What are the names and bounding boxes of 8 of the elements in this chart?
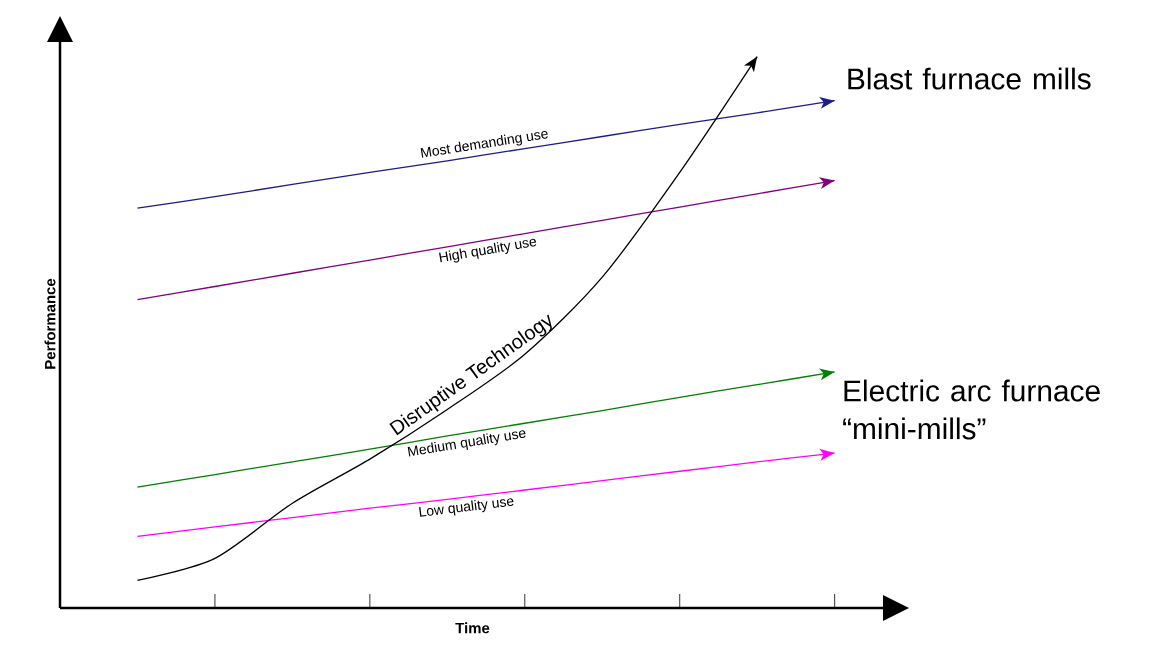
x-axis-title: Time: [455, 622, 490, 634]
text: Low quality use: [419, 498, 514, 517]
annotation: Electric arc furnace “mini-mills”: [843, 379, 1100, 440]
text: High quality use: [439, 238, 537, 263]
text: Medium quality use: [407, 430, 526, 457]
annotation: Blast furnace mills: [848, 67, 1091, 90]
y-axis-title: Performance: [44, 278, 56, 369]
text: Most demanding use: [420, 131, 548, 158]
